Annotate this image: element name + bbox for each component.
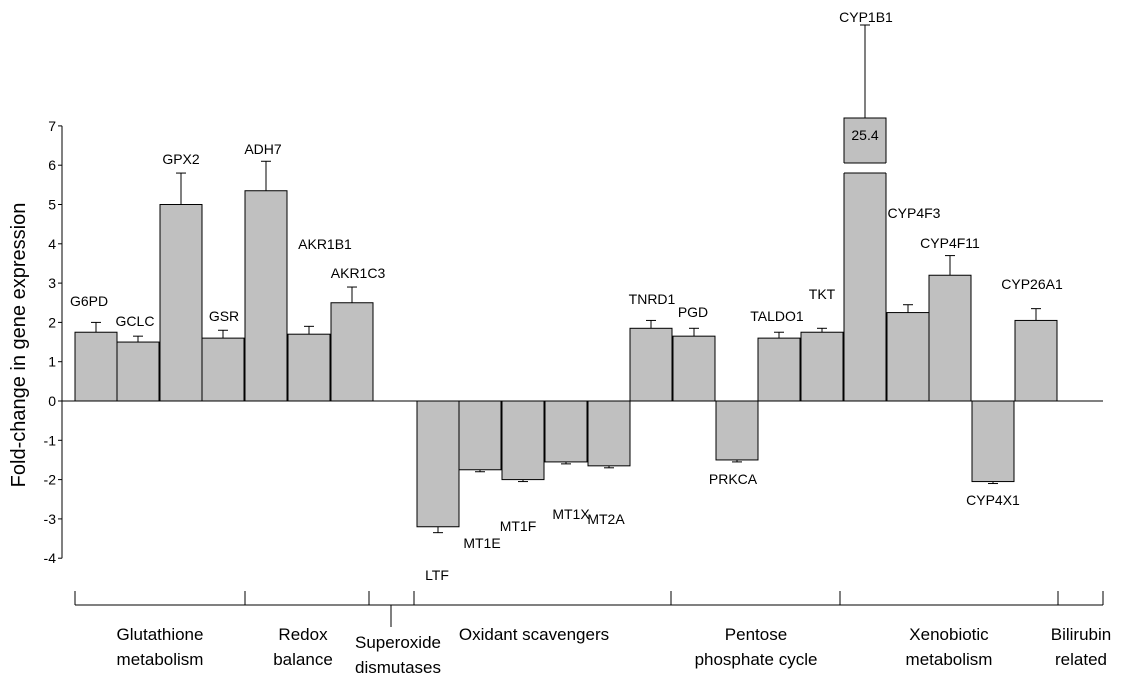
y-tick-label: 0 <box>48 393 56 409</box>
bar-label-cyp26a1: CYP26A1 <box>1001 276 1063 292</box>
axis-break-gap <box>843 163 887 173</box>
bar-adh7 <box>244 190 288 402</box>
bar-akr1b1 <box>287 333 331 402</box>
bar-label-cyp4x1: CYP4X1 <box>966 492 1020 508</box>
y-tick-label: -3 <box>44 511 57 527</box>
bar-label-gclc: GCLC <box>116 313 155 329</box>
bar-value-label: 25.4 <box>851 127 878 143</box>
group-label: Glutathione <box>117 625 204 644</box>
bar-cyp4x1 <box>971 400 1015 483</box>
bar-label-mt1x: MT1X <box>552 506 590 522</box>
bar-label-mt2a: MT2A <box>587 511 625 527</box>
y-tick-label: 6 <box>48 157 56 173</box>
bar-pgd <box>672 335 716 402</box>
bar-taldo1 <box>757 337 801 402</box>
y-tick-label: -4 <box>44 550 57 566</box>
group-axis-layer: Glutathione metabolism Redox balance Superox… <box>74 591 1111 677</box>
y-tick-label: 4 <box>48 236 56 252</box>
y-tick-label: -2 <box>44 472 57 488</box>
bar-g6pd <box>74 331 118 402</box>
bar-gclc <box>116 341 160 402</box>
group-label: phosphate cycle <box>695 650 818 669</box>
bar-label-tkt: TKT <box>809 286 836 302</box>
bar-tnrd1 <box>629 327 673 402</box>
bar-label-taldo1: TALDO1 <box>750 308 804 324</box>
y-tick-label: 1 <box>48 354 56 370</box>
group-label: metabolism <box>117 650 204 669</box>
y-tick-label: 7 <box>48 118 56 134</box>
bar-cyp26a1 <box>1014 319 1058 402</box>
bar-label-adh7: ADH7 <box>244 141 282 157</box>
bar-label-mt1f: MT1F <box>500 518 537 534</box>
y-tick-label: 2 <box>48 314 56 330</box>
bar-cyp4f11 <box>928 274 972 402</box>
bar-label-tnrd1: TNRD1 <box>629 291 676 307</box>
bar-akr1c3 <box>330 302 374 402</box>
bar-ltf <box>416 400 460 528</box>
bar-cyp1b1 <box>843 117 887 402</box>
bars-layer <box>74 24 1058 534</box>
bar-label-g6pd: G6PD <box>70 293 108 309</box>
bar-labels-layer: G6PDGCLCGPX2GSRADH7AKR1B1AKR1C3LTFMT1EMT… <box>70 9 1063 583</box>
group-label: Pentose <box>725 625 787 644</box>
y-tick-label: -1 <box>44 432 57 448</box>
bar-label-cyp4f11: CYP4F11 <box>920 235 980 251</box>
bar-label-akr1c3: AKR1C3 <box>331 265 386 281</box>
bar-label-mt1e: MT1E <box>463 535 500 551</box>
bar-label-akr1b1: AKR1B1 <box>298 236 352 252</box>
bar-label-prkca: PRKCA <box>709 471 758 487</box>
y-tick-label: 5 <box>48 197 56 213</box>
bar-mt1e <box>458 400 502 471</box>
group-label: Superoxide <box>355 633 441 652</box>
group-label: Oxidant scavengers <box>459 625 609 644</box>
bar-label-pgd: PGD <box>678 304 708 320</box>
bar-gsr <box>201 337 245 402</box>
bar-label-ltf: LTF <box>425 567 449 583</box>
bar-label-gpx2: GPX2 <box>162 151 200 167</box>
bar-cyp4f3 <box>886 312 930 402</box>
y-tick-label: 3 <box>48 275 56 291</box>
group-label: Redox <box>278 625 328 644</box>
bar-tkt <box>800 331 844 402</box>
bar-label-gsr: GSR <box>209 308 239 324</box>
bar-mt1x <box>544 400 588 463</box>
group-label: Bilirubin <box>1051 625 1111 644</box>
group-label: related <box>1055 650 1107 669</box>
bar-label-cyp1b1: CYP1B1 <box>839 9 893 25</box>
bar-mt1f <box>501 400 545 481</box>
bar-mt2a <box>587 400 631 467</box>
bar-gpx2 <box>159 204 203 402</box>
group-label: Xenobiotic <box>909 625 989 644</box>
bar-label-cyp4f3: CYP4F3 <box>888 205 941 221</box>
group-label: metabolism <box>906 650 993 669</box>
group-label: dismutases <box>355 658 441 677</box>
y-axis-label: Fold-change in gene expression <box>8 203 30 488</box>
group-label: balance <box>273 650 333 669</box>
bar-prkca <box>715 400 759 461</box>
